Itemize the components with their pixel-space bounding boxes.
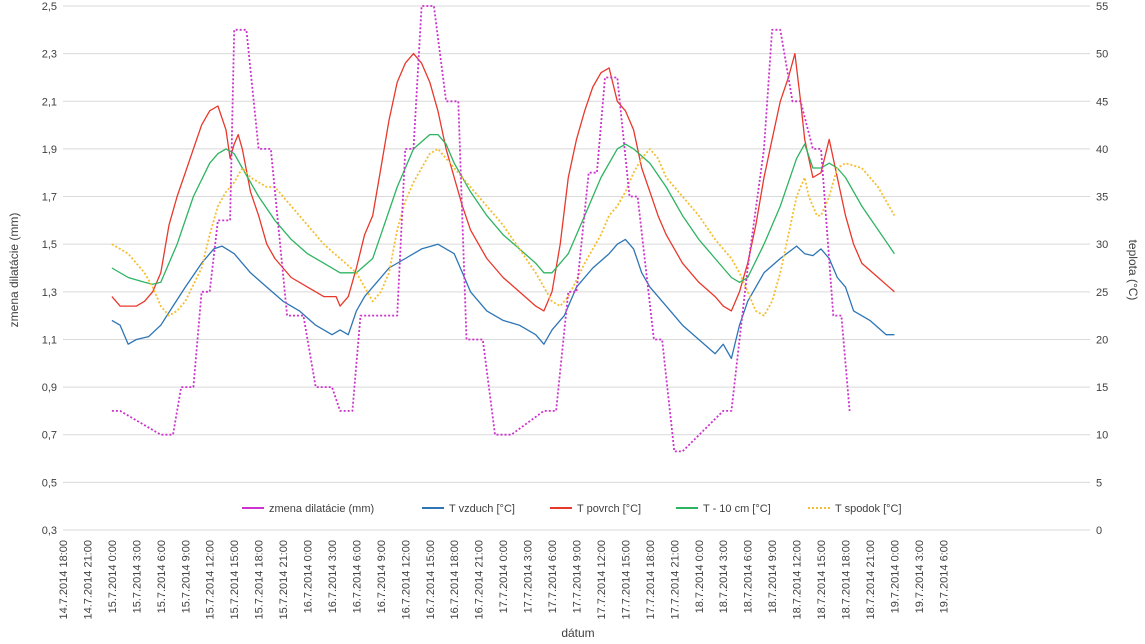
x-tick-label: 15.7.2014 15:00 <box>229 540 241 620</box>
x-tick-label: 15.7.2014 9:00 <box>180 540 192 613</box>
series-zmena-dilat-cie-mm <box>111 5 851 453</box>
x-tick-label: 16.7.2014 15:00 <box>425 540 437 620</box>
left-tick-label: 1,9 <box>42 144 57 156</box>
legend-label: T vzduch [°C] <box>449 503 515 515</box>
x-tick-label: 16.7.2014 0:00 <box>303 540 315 613</box>
x-tick-label: 19.7.2014 0:00 <box>889 540 901 613</box>
x-tick-label: 17.7.2014 21:00 <box>669 540 681 620</box>
left-tick-label: 1,1 <box>42 334 57 346</box>
legend-label: T povrch [°C] <box>577 503 641 515</box>
x-tick-label: 14.7.2014 18:00 <box>58 540 70 620</box>
left-tick-label: 2,1 <box>42 96 57 108</box>
right-tick-label: 55 <box>1096 1 1108 13</box>
right-tick-label: 10 <box>1096 430 1108 442</box>
left-tick-label: 0,7 <box>42 430 57 442</box>
left-tick-label: 0,5 <box>42 477 57 489</box>
right-tick-label: 25 <box>1096 287 1108 299</box>
series-t-10-cm-c <box>111 133 895 285</box>
x-tick-label: 18.7.2014 3:00 <box>718 540 730 613</box>
x-tick-label: 18.7.2014 0:00 <box>694 540 706 613</box>
x-tick-label: 17.7.2014 9:00 <box>572 540 584 613</box>
left-tick-label: 1,3 <box>42 287 57 299</box>
right-tick-label: 40 <box>1096 144 1108 156</box>
right-tick-label: 15 <box>1096 382 1108 394</box>
left-tick-label: 0,3 <box>42 525 57 537</box>
x-tick-label: 18.7.2014 12:00 <box>792 540 804 620</box>
series-t-vzduch-c <box>111 238 895 360</box>
data-series <box>111 5 896 453</box>
right-tick-label: 0 <box>1096 525 1102 537</box>
right-axis-title: teplota (°C) <box>1126 240 1140 301</box>
legend-label: zmena dilatácie (mm) <box>269 503 374 515</box>
left-tick-label: 0,9 <box>42 382 57 394</box>
x-tick-label: 17.7.2014 3:00 <box>523 540 535 613</box>
left-tick-label: 1,7 <box>42 192 57 204</box>
x-tick-label: 16.7.2014 12:00 <box>400 540 412 620</box>
right-tick-label: 45 <box>1096 96 1108 108</box>
right-tick-label: 50 <box>1096 49 1108 61</box>
left-axis-title: zmena dilatácie (mm) <box>7 213 21 328</box>
x-tick-label: 15.7.2014 6:00 <box>156 540 168 613</box>
right-tick-label: 30 <box>1096 239 1108 251</box>
x-tick-label: 17.7.2014 18:00 <box>645 540 657 620</box>
legend-label: T - 10 cm [°C] <box>703 503 771 515</box>
x-tick-label: 15.7.2014 18:00 <box>254 540 266 620</box>
right-tick-label: 35 <box>1096 192 1108 204</box>
left-tick-label: 1,5 <box>42 239 57 251</box>
x-tick-label: 14.7.2014 21:00 <box>82 540 94 620</box>
legend: zmena dilatácie (mm) T vzduch [°C] T povrc… <box>242 503 902 515</box>
right-tick-label: 20 <box>1096 334 1108 346</box>
x-tick-label: 15.7.2014 3:00 <box>131 540 143 613</box>
x-tick-label: 17.7.2014 12:00 <box>596 540 608 620</box>
x-axis-title: dátum <box>561 626 594 640</box>
x-tick-label: 17.7.2014 15:00 <box>620 540 632 620</box>
x-tick-label: 18.7.2014 21:00 <box>865 540 877 620</box>
x-tick-label: 19.7.2014 6:00 <box>938 540 950 613</box>
x-tick-label: 15.7.2014 12:00 <box>205 540 217 620</box>
right-tick-label: 5 <box>1096 477 1102 489</box>
x-tick-label: 15.7.2014 0:00 <box>107 540 119 613</box>
x-tick-label: 18.7.2014 18:00 <box>840 540 852 620</box>
x-tick-label: 16.7.2014 18:00 <box>449 540 461 620</box>
series-t-povrch-c <box>111 52 895 312</box>
x-tick-label: 19.7.2014 3:00 <box>914 540 926 613</box>
x-tick-label: 16.7.2014 21:00 <box>474 540 486 620</box>
left-tick-label: 2,5 <box>42 1 57 13</box>
left-tick-label: 2,3 <box>42 49 57 61</box>
series-t-spodok-c <box>111 148 896 317</box>
left-y-axis: 0,3 0,5 0,7 0,9 1,1 1,3 1,5 1,7 1,9 2,1 2,3 2,5 <box>42 1 57 537</box>
x-tick-label: 17.7.2014 6:00 <box>547 540 559 613</box>
x-tick-label: 15.7.2014 21:00 <box>278 540 290 620</box>
x-tick-label: 16.7.2014 9:00 <box>376 540 388 613</box>
x-tick-label: 18.7.2014 9:00 <box>767 540 779 613</box>
x-tick-label: 18.7.2014 6:00 <box>743 540 755 613</box>
x-tick-label: 16.7.2014 6:00 <box>351 540 363 613</box>
x-tick-label: 17.7.2014 0:00 <box>498 540 510 613</box>
x-tick-label: 16.7.2014 3:00 <box>327 540 339 613</box>
gridlines <box>63 5 1090 531</box>
legend-label: T spodok [°C] <box>835 503 902 515</box>
right-y-axis: 0 5 10 15 20 25 30 35 40 45 50 55 <box>1096 1 1108 537</box>
x-axis: 14.7.2014 18:00 14.7.2014 21:00 15.7.2014 … <box>58 540 950 620</box>
x-tick-label: 18.7.2014 15:00 <box>816 540 828 620</box>
